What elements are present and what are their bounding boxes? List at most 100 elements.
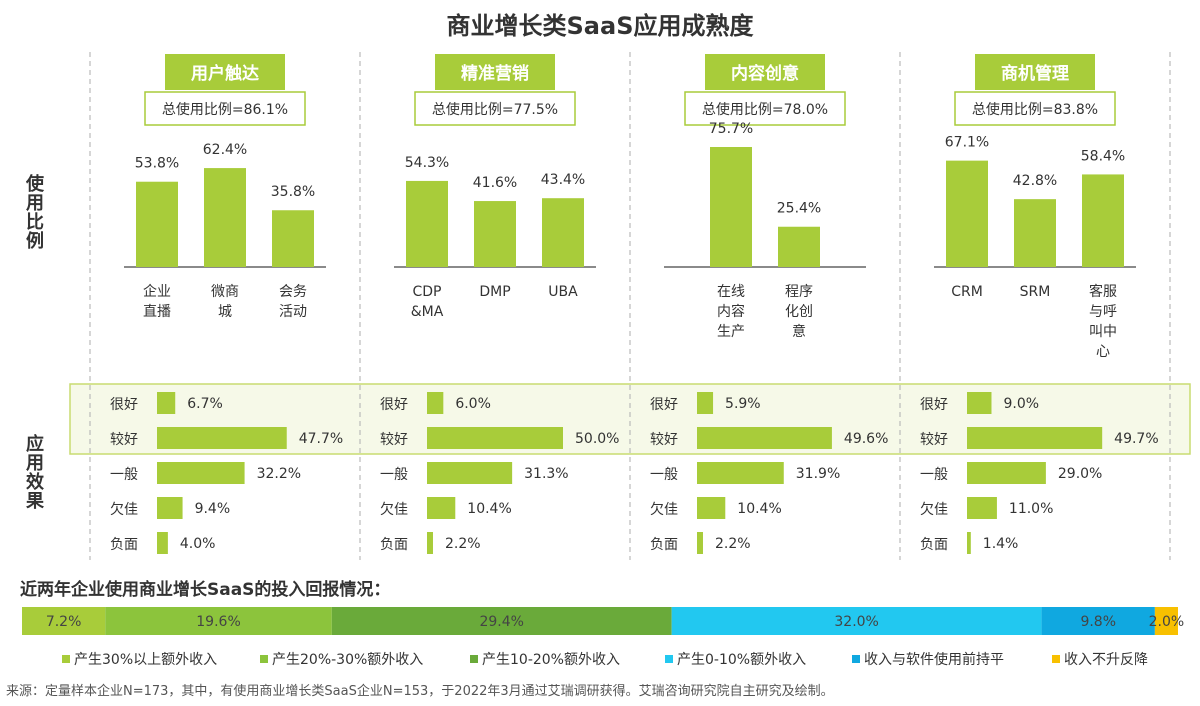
effect-row-label-3-4: 负面 [920, 537, 948, 553]
effect-bar-3-3 [967, 497, 997, 519]
category-header-label-0: 用户触达 [191, 63, 259, 84]
effect-row-label-0-1: 较好 [110, 432, 138, 448]
effect-bar-2-3 [697, 497, 726, 519]
roi-segment-4 [1041, 607, 1155, 635]
roi-legend-label-3: 产生0-10%额外收入 [677, 652, 806, 668]
effect-value-label-3-4: 1.4% [983, 536, 1019, 552]
roi-segment-label-3: 32.0% [834, 614, 878, 630]
category-header-2 [705, 54, 825, 90]
effect-value-label-2-1: 49.6% [844, 431, 888, 447]
usage-tick-label-3-2-2: 叫中 [1089, 324, 1117, 340]
usage-tick-label-3-2-1: 与呼 [1089, 304, 1117, 320]
usage-value-label-0-1: 62.4% [203, 142, 247, 158]
usage-tick-label-2-0-0: 在线 [717, 284, 745, 300]
effect-row-label-3-3: 欠佳 [920, 502, 948, 518]
effect-bar-3-2 [967, 462, 1046, 484]
roi-segment-label-4: 9.8% [1080, 614, 1116, 630]
usage-value-label-2-1: 25.4% [777, 201, 821, 217]
effect-bar-1-4 [427, 532, 433, 554]
category-header-label-1: 精准营销 [461, 63, 529, 84]
effect-value-label-1-2: 31.3% [524, 466, 568, 482]
effect-row-label-2-3: 欠佳 [650, 502, 678, 518]
roi-segment-label-2: 29.4% [479, 614, 523, 630]
effect-row-label-2-4: 负面 [650, 537, 678, 553]
usage-bar-0-2 [272, 210, 314, 267]
effect-bar-0-4 [157, 532, 168, 554]
row-label-usage-3: 例 [26, 230, 44, 252]
roi-legend-swatch-2 [470, 655, 478, 663]
usage-tick-label-3-2-0: 客服 [1089, 283, 1117, 300]
effect-row-label-1-3: 欠佳 [380, 502, 408, 518]
effect-row-label-1-1: 较好 [380, 432, 408, 448]
effect-value-label-2-4: 2.2% [715, 536, 751, 552]
effect-value-label-3-2: 29.0% [1058, 466, 1102, 482]
category-header-0 [165, 54, 285, 90]
usage-value-label-1-1: 41.6% [473, 175, 517, 191]
roi-segment-3 [671, 607, 1042, 635]
usage-bar-3-0 [946, 160, 988, 267]
category-header-3 [975, 54, 1095, 90]
usage-value-label-0-2: 35.8% [271, 184, 315, 200]
category-header-1 [435, 54, 555, 90]
roi-legend-label-1: 产生20%-30%额外收入 [272, 652, 423, 668]
usage-tick-label-1-0-0: CDP [413, 284, 442, 300]
usage-value-label-3-1: 42.8% [1013, 173, 1057, 189]
roi-legend-label-5: 收入不升反降 [1064, 652, 1148, 668]
effect-row-label-0-2: 一般 [110, 467, 138, 483]
effect-bar-1-0 [427, 392, 444, 414]
effect-value-label-1-4: 2.2% [445, 536, 481, 552]
roi-segment-2 [331, 607, 672, 635]
usage-tick-label-0-0-1: 直播 [143, 303, 171, 320]
effect-bar-2-1 [697, 427, 832, 449]
effect-row-label-2-1: 较好 [650, 432, 678, 448]
usage-bar-3-1 [1014, 199, 1056, 267]
effect-row-label-0-3: 欠佳 [110, 502, 138, 518]
row-label-usage-2: 比 [26, 212, 44, 233]
usage-value-label-0-0: 53.8% [135, 156, 179, 172]
effect-value-label-2-3: 10.4% [737, 501, 781, 517]
roi-segment-1 [105, 607, 332, 635]
usage-tick-label-3-2-3: 心 [1096, 344, 1110, 360]
usage-tick-label-3-1-0: SRM [1020, 284, 1051, 300]
usage-bar-0-1 [204, 168, 246, 267]
effect-value-label-1-1: 50.0% [575, 431, 619, 447]
row-label-effect-1: 用 [26, 453, 44, 474]
effect-value-label-1-0: 6.0% [455, 396, 491, 412]
effect-bar-1-1 [427, 427, 563, 449]
effect-bar-3-0 [967, 392, 992, 414]
effect-bar-1-3 [427, 497, 456, 519]
roi-legend-label-2: 产生10-20%额外收入 [482, 652, 620, 668]
effect-row-label-2-0: 很好 [650, 397, 678, 413]
row-label-usage-1: 用 [26, 193, 44, 214]
effect-value-label-3-1: 49.7% [1114, 431, 1158, 447]
effect-value-label-3-3: 11.0% [1009, 501, 1053, 517]
effect-bar-3-4 [967, 532, 971, 554]
total-usage-box-1 [414, 91, 576, 126]
roi-segment-5 [1154, 607, 1178, 635]
roi-legend-swatch-0 [62, 655, 70, 663]
category-header-label-2: 内容创意 [731, 63, 799, 84]
roi-legend-label-4: 收入与软件使用前持平 [864, 651, 1004, 668]
total-usage-box-2 [684, 91, 846, 126]
usage-value-label-3-0: 67.1% [945, 135, 989, 151]
effect-bar-2-0 [697, 392, 714, 414]
total-usage-label-3: 总使用比例=83.8% [972, 101, 1098, 118]
effect-bar-0-1 [157, 427, 287, 449]
usage-bar-2-0 [710, 147, 752, 267]
category-header-label-3: 商机管理 [1001, 63, 1069, 84]
effect-bar-0-0 [157, 392, 176, 414]
usage-tick-label-0-1-0: 微商 [211, 284, 239, 300]
usage-tick-label-2-1-2: 意 [792, 323, 806, 340]
effect-value-label-2-0: 5.9% [725, 396, 761, 412]
row-label-effect-0: 应 [26, 433, 44, 455]
roi-legend-swatch-3 [665, 655, 673, 663]
effect-bar-0-3 [157, 497, 183, 519]
effect-value-label-2-2: 31.9% [796, 466, 840, 482]
usage-tick-label-2-1-1: 化创 [785, 304, 813, 320]
effect-bar-1-2 [427, 462, 513, 484]
effect-row-label-0-4: 负面 [110, 537, 138, 553]
usage-tick-label-0-1-1: 城 [218, 304, 232, 320]
usage-tick-label-1-0-1: &MA [411, 304, 444, 320]
usage-bar-3-2 [1082, 174, 1124, 267]
total-usage-label-0: 总使用比例=86.1% [162, 101, 288, 118]
